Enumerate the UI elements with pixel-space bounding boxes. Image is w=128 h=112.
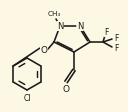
Text: N: N [77, 22, 83, 30]
Text: N: N [57, 22, 63, 30]
Text: F: F [114, 43, 118, 53]
Text: Cl: Cl [23, 94, 31, 102]
Text: O: O [62, 84, 70, 94]
Text: CH₃: CH₃ [47, 11, 61, 17]
Text: F: F [104, 28, 108, 37]
Text: F: F [114, 33, 118, 42]
Text: O: O [40, 45, 47, 55]
